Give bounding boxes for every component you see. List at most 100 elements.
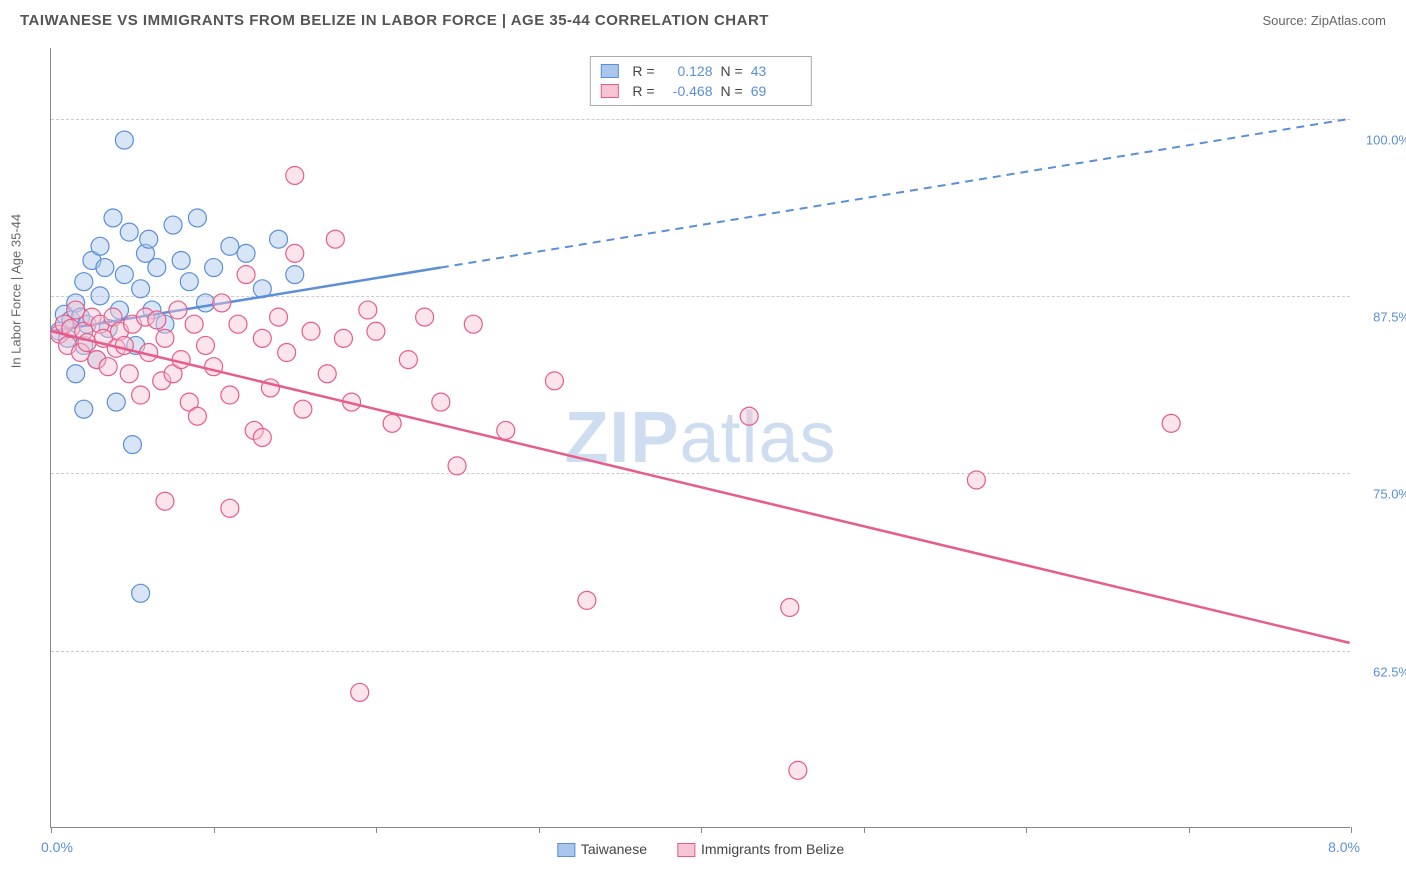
- data-point: [229, 315, 247, 333]
- data-point: [416, 308, 434, 326]
- data-point: [67, 365, 85, 383]
- data-point: [383, 414, 401, 432]
- data-point: [221, 386, 239, 404]
- r-label: R =: [632, 83, 654, 99]
- plot-area: In Labor Force | Age 35-44 62.5%75.0%87.…: [50, 48, 1350, 828]
- legend-swatch: [557, 843, 575, 857]
- series-name: Taiwanese: [581, 841, 647, 857]
- data-point: [497, 421, 515, 439]
- data-point: [120, 365, 138, 383]
- data-point: [148, 259, 166, 277]
- data-point: [432, 393, 450, 411]
- header: TAIWANESE VS IMMIGRANTS FROM BELIZE IN L…: [0, 0, 1406, 37]
- r-value: -0.468: [663, 83, 713, 99]
- y-tick-label: 87.5%: [1373, 310, 1406, 325]
- regression-line-extrapolated: [441, 119, 1350, 268]
- data-point: [197, 336, 215, 354]
- data-point: [140, 230, 158, 248]
- data-point: [359, 301, 377, 319]
- data-point: [132, 386, 150, 404]
- data-point: [464, 315, 482, 333]
- source-citation: Source: ZipAtlas.com: [1262, 13, 1386, 28]
- chart-container: TAIWANESE VS IMMIGRANTS FROM BELIZE IN L…: [0, 0, 1406, 892]
- data-point: [169, 301, 187, 319]
- data-point: [967, 471, 985, 489]
- data-point: [164, 216, 182, 234]
- data-point: [294, 400, 312, 418]
- x-tick: [214, 827, 215, 833]
- data-point: [278, 344, 296, 362]
- correlation-legend: R =0.128N =43R =-0.468N =69: [589, 56, 811, 106]
- legend-item: Taiwanese: [557, 841, 647, 857]
- data-point: [221, 499, 239, 517]
- data-point: [1162, 414, 1180, 432]
- data-point: [180, 273, 198, 291]
- data-point: [270, 308, 288, 326]
- r-label: R =: [632, 63, 654, 79]
- data-point: [172, 351, 190, 369]
- data-point: [132, 280, 150, 298]
- data-point: [188, 209, 206, 227]
- data-point: [286, 166, 304, 184]
- data-point: [205, 259, 223, 277]
- y-tick-label: 62.5%: [1373, 664, 1406, 679]
- data-point: [148, 311, 166, 329]
- data-point: [107, 393, 125, 411]
- data-point: [75, 400, 93, 418]
- data-point: [104, 209, 122, 227]
- data-point: [326, 230, 344, 248]
- data-point: [115, 336, 133, 354]
- data-point: [197, 294, 215, 312]
- data-point: [115, 266, 133, 284]
- data-point: [91, 287, 109, 305]
- data-point: [123, 436, 141, 454]
- source-link[interactable]: ZipAtlas.com: [1311, 13, 1386, 28]
- data-point: [120, 223, 138, 241]
- data-point: [740, 407, 758, 425]
- legend-stat-row: R =-0.468N =69: [600, 81, 800, 101]
- x-tick: [864, 827, 865, 833]
- data-point: [188, 407, 206, 425]
- x-tick: [1026, 827, 1027, 833]
- n-value: 69: [751, 83, 801, 99]
- regression-line: [51, 331, 1349, 643]
- legend-swatch: [600, 84, 618, 98]
- y-tick-label: 75.0%: [1373, 487, 1406, 502]
- data-point: [351, 683, 369, 701]
- n-label: N =: [721, 63, 743, 79]
- x-max-label: 8.0%: [1328, 839, 1360, 855]
- legend-swatch: [677, 843, 695, 857]
- data-point: [270, 230, 288, 248]
- x-tick: [376, 827, 377, 833]
- data-point: [237, 244, 255, 262]
- data-point: [789, 761, 807, 779]
- data-point: [99, 358, 117, 376]
- scatter-svg: [51, 48, 1350, 827]
- y-tick-label: 100.0%: [1366, 132, 1406, 147]
- source-prefix: Source:: [1262, 13, 1310, 28]
- data-point: [172, 251, 190, 269]
- x-tick: [51, 827, 52, 833]
- data-point: [115, 131, 133, 149]
- data-point: [253, 429, 271, 447]
- data-point: [67, 301, 85, 319]
- x-tick: [701, 827, 702, 833]
- data-point: [91, 237, 109, 255]
- r-value: 0.128: [663, 63, 713, 79]
- series-legend: Taiwanese Immigrants from Belize: [557, 841, 844, 857]
- legend-stat-row: R =0.128N =43: [600, 61, 800, 81]
- data-point: [253, 329, 271, 347]
- data-point: [132, 584, 150, 602]
- series-name: Immigrants from Belize: [701, 841, 844, 857]
- data-point: [545, 372, 563, 390]
- data-point: [781, 598, 799, 616]
- y-axis-label: In Labor Force | Age 35-44: [9, 213, 24, 367]
- legend-swatch: [600, 64, 618, 78]
- data-point: [75, 273, 93, 291]
- x-tick: [539, 827, 540, 833]
- data-point: [334, 329, 352, 347]
- data-point: [96, 259, 114, 277]
- data-point: [302, 322, 320, 340]
- data-point: [578, 591, 596, 609]
- data-point: [221, 237, 239, 255]
